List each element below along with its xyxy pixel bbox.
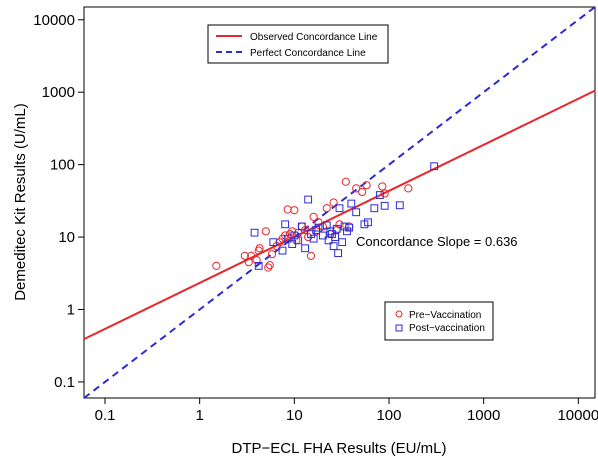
post-vaccination-point (250, 228, 259, 237)
post-vaccination-point (331, 233, 340, 241)
y-tick-label: 100 (50, 157, 75, 174)
pre-vaccination-point (380, 189, 389, 198)
post-vaccination-point (297, 222, 306, 231)
pre-vaccination-point (306, 251, 316, 260)
post-vaccination-point (312, 226, 321, 234)
post-vaccination-point (335, 204, 344, 213)
post-vaccination-point (329, 242, 338, 251)
plot-frame (83, 6, 596, 399)
x-tick-label: 10000 (557, 407, 598, 424)
post-vaccination-point (278, 246, 287, 255)
pre-vaccination-point (362, 181, 371, 190)
post-vaccination-point (290, 231, 299, 240)
pre-vaccination-point (335, 220, 344, 229)
concordance-slope-annotation: Concordance Slope = 0.636 (356, 234, 518, 249)
x-axis-ticks: 0.1 1 10 100 1000 10000 (95, 398, 598, 424)
pre-vaccination-point (341, 177, 350, 186)
y-tick-label: 1 (67, 301, 75, 318)
post-vaccination-point (347, 199, 356, 208)
y-tick-label: 0.1 (54, 374, 75, 391)
x-tick-label: 1 (195, 407, 203, 424)
y-tick-label: 10000 (33, 12, 75, 29)
post-vaccination-point (430, 162, 439, 171)
line-legend-box (207, 24, 389, 64)
post-vaccination-point (281, 220, 290, 229)
pre-vaccination-point (288, 227, 297, 236)
pre-vaccination-point (247, 251, 256, 260)
y-tick-label: 1000 (42, 84, 75, 101)
legend-pre-vaccination-label: Pre−Vaccination (409, 310, 481, 321)
pre-vaccination-point (309, 212, 318, 221)
pre-vaccination-point (212, 261, 221, 270)
pre-vaccination-point (378, 182, 387, 191)
perfect-concordance-line (83, 6, 596, 399)
post-vaccination-point (340, 222, 349, 231)
post-vaccination-point (318, 231, 327, 240)
post-vaccination-point (314, 223, 323, 232)
post-vaccination-point (334, 249, 343, 258)
post-vaccination-point (309, 234, 318, 243)
concordance-lines (83, 6, 596, 399)
post-vaccination-point (380, 201, 389, 210)
post-vaccination-point (254, 261, 263, 270)
legend-pre-vaccination-marker (395, 310, 403, 318)
pre-vaccination-point (252, 256, 261, 265)
pre-vaccination-point (314, 218, 323, 227)
x-axis-title: DTP−ECL FHA Results (EU/mL) (232, 440, 447, 457)
x-tick-label: 0.1 (95, 407, 116, 424)
post-vaccination-point (307, 230, 315, 238)
post-vaccination-point (375, 191, 384, 199)
pre-vaccination-point (358, 187, 367, 197)
observed-concordance-line (83, 89, 596, 341)
x-tick-label: 1000 (467, 407, 500, 424)
post-vaccination-point (304, 195, 313, 204)
x-tick-label: 100 (376, 407, 401, 424)
post-vaccination-point (352, 208, 361, 217)
y-axis-title: Demeditec Kit Results (U/mL) (12, 103, 29, 301)
post-vaccination-point (338, 238, 347, 247)
post-vaccination-point (294, 236, 303, 245)
post-vaccination-point (269, 238, 278, 247)
pre-vaccination-point (283, 205, 292, 214)
data-points (212, 162, 439, 272)
post-vaccination-point (332, 224, 341, 233)
post-vaccination-point (395, 201, 404, 210)
pre-vaccination-point (267, 250, 277, 259)
post-vaccination-point (345, 223, 354, 232)
pre-vaccination-point (261, 227, 270, 236)
pre-vaccination-point (322, 204, 331, 213)
pre-vaccination-point (290, 206, 299, 215)
legend-observed-line-label: Observed Concordance Line (250, 32, 378, 43)
post-vaccination-point (301, 244, 310, 253)
pre-vaccination-point (265, 261, 274, 270)
line-legend: Observed Concordance Line Perfect Concor… (207, 24, 389, 64)
pre-vaccination-point (240, 251, 249, 260)
pre-vaccination-point (285, 229, 295, 239)
legend-post-vaccination-marker (395, 324, 403, 332)
legend-post-vaccination-label: Post−vaccination (409, 323, 485, 334)
post-vaccination-point (370, 204, 379, 213)
pre-vaccination-point (264, 263, 273, 272)
points-legend: Pre−Vaccination Post−vaccination (384, 301, 494, 341)
pre-vaccination-point (404, 184, 413, 193)
pre-vaccination-point (329, 198, 338, 207)
pre-vaccination-point (255, 244, 264, 253)
pre-vaccination-point (352, 184, 361, 193)
legend-perfect-line-label: Perfect Concordance Line (250, 48, 366, 59)
x-tick-label: 10 (286, 407, 303, 424)
points-legend-box (384, 301, 494, 341)
y-tick-label: 10 (58, 229, 75, 246)
y-axis-ticks: 0.1 1 10 100 1000 10000 (33, 12, 84, 391)
post-vaccination-point (364, 218, 372, 227)
